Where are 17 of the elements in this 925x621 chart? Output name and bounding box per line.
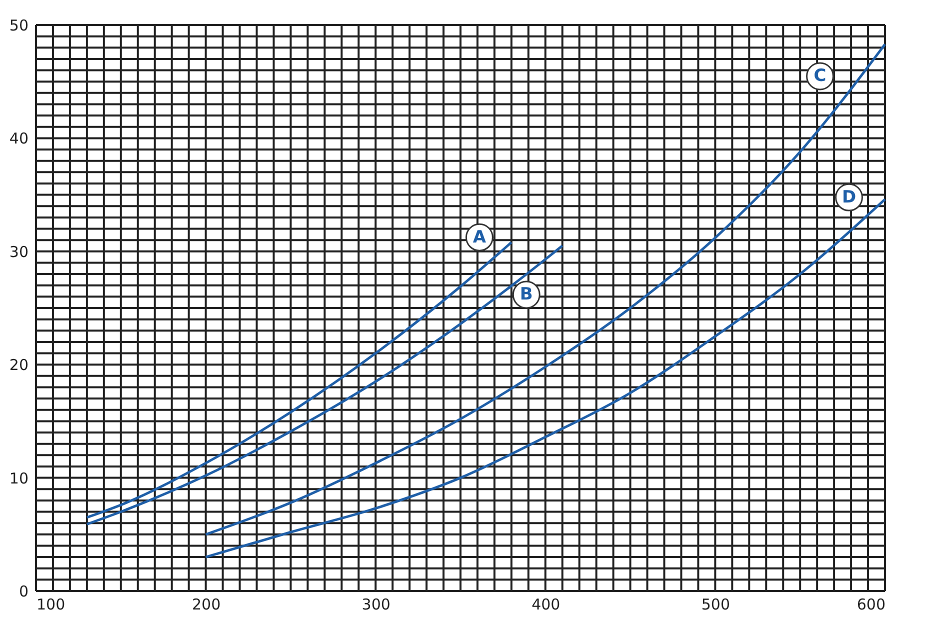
x-tick-label: 200 xyxy=(192,596,221,614)
y-tick-label: 50 xyxy=(9,16,28,34)
y-tick-label: 20 xyxy=(9,356,28,374)
y-tick-label: 30 xyxy=(9,242,28,261)
x-tick-label: 300 xyxy=(362,596,390,614)
line-series xyxy=(204,42,886,536)
x-tick-label: 400 xyxy=(532,596,560,614)
series-label: B xyxy=(520,284,533,305)
series-label: C xyxy=(814,66,826,86)
y-tick-label: 10 xyxy=(9,469,28,488)
series-label: A xyxy=(472,227,487,248)
x-tick-label: 500 xyxy=(701,596,730,614)
x-tick-label: 100 xyxy=(36,596,66,614)
x-tick-label: 600 xyxy=(856,596,886,614)
y-tick-label: 40 xyxy=(9,130,28,148)
series-label: D xyxy=(842,187,856,208)
y-tick-label: 0 xyxy=(18,582,28,600)
